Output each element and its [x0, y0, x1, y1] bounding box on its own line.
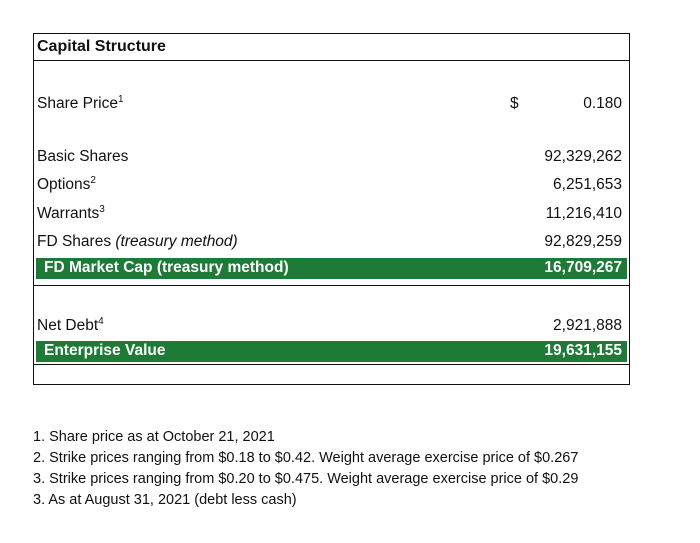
footnote-1: 1. Share price as at October 21, 2021	[33, 429, 275, 445]
bottom-divider-line	[34, 364, 629, 365]
table-title-row: Capital Structure	[34, 34, 629, 61]
share-price-row: Share Price1 $ 0.180	[34, 93, 629, 115]
footnote-2: 2. Strike prices ranging from $0.18 to $…	[33, 450, 579, 466]
currency-symbol: $	[510, 95, 519, 112]
fd-shares-label: FD Shares (treasury method)	[37, 233, 238, 250]
fd-market-cap-value: 16,709,267	[544, 259, 622, 276]
net-debt-row: Net Debt4 2,921,888	[34, 315, 629, 337]
footnote-ref-1: 1	[117, 93, 124, 105]
net-debt-label: Net Debt4	[37, 315, 104, 334]
table-title: Capital Structure	[37, 38, 166, 55]
basic-shares-row: Basic Shares 92,329,262	[34, 146, 629, 168]
footnote-ref-3: 3	[99, 203, 105, 215]
warrants-label: Warrants3	[37, 203, 105, 222]
fd-market-cap-label: FD Market Cap (treasury method)	[44, 259, 289, 276]
net-debt-value: 2,921,888	[553, 317, 622, 334]
footnote-ref-2: 2	[90, 174, 96, 186]
share-price-value: 0.180	[583, 95, 622, 112]
warrants-value: 11,216,410	[545, 205, 622, 222]
basic-shares-label: Basic Shares	[37, 148, 129, 165]
options-label: Options2	[37, 174, 96, 193]
enterprise-value-label: Enterprise Value	[44, 342, 166, 359]
divider-line	[34, 285, 629, 286]
enterprise-value-row: Enterprise Value 19,631,155	[36, 341, 627, 362]
enterprise-value-value: 19,631,155	[544, 342, 622, 359]
basic-shares-value: 92,329,262	[544, 148, 622, 165]
warrants-row: Warrants3 11,216,410	[34, 203, 629, 225]
footnote-ref-4: 4	[98, 315, 104, 327]
fd-market-cap-row: FD Market Cap (treasury method) 16,709,2…	[36, 258, 627, 279]
options-row: Options2 6,251,653	[34, 174, 629, 196]
fd-shares-value: 92,829,259	[544, 233, 622, 250]
fd-shares-row: FD Shares (treasury method) 92,829,259	[34, 231, 629, 253]
footnotes: 1. Share price as at October 21, 2021 2.…	[33, 427, 578, 511]
share-price-label: Share Price1	[37, 93, 124, 112]
options-value: 6,251,653	[553, 176, 622, 193]
footnote-4: 3. As at August 31, 2021 (debt less cash…	[33, 492, 297, 508]
capital-structure-table: Capital Structure Share Price1 $ 0.180 B…	[33, 33, 630, 385]
footnote-3: 3. Strike prices ranging from $0.20 to $…	[33, 471, 579, 487]
